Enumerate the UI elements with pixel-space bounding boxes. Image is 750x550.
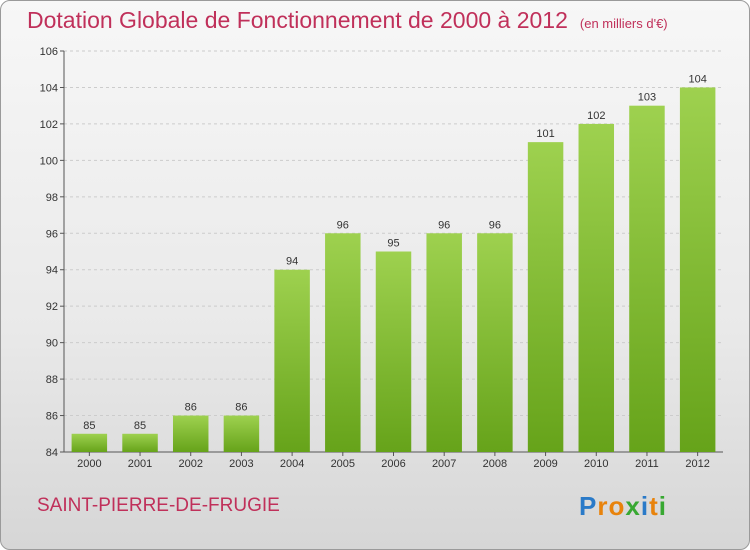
x-tick-label: 2006 xyxy=(381,458,405,470)
proxiti-logo: Proxiti xyxy=(579,491,667,521)
x-tick-label: 2008 xyxy=(483,458,507,470)
y-tick-label: 84 xyxy=(46,447,58,459)
chart-title-text: Dotation Globale de Fonctionnement de 20… xyxy=(27,7,568,33)
x-tick-label: 2009 xyxy=(533,458,557,470)
data-label: 96 xyxy=(489,219,501,231)
bar xyxy=(71,433,108,452)
bar xyxy=(274,269,310,452)
data-label: 104 xyxy=(688,73,706,85)
data-label: 85 xyxy=(134,420,146,432)
y-tick-label: 98 xyxy=(46,192,58,204)
x-tick-label: 2002 xyxy=(178,458,202,470)
y-tick-label: 96 xyxy=(46,228,58,240)
y-tick-label: 88 xyxy=(46,374,58,386)
data-label: 96 xyxy=(438,219,450,231)
data-label: 103 xyxy=(638,92,656,104)
data-label: 86 xyxy=(235,402,247,414)
data-label: 101 xyxy=(536,128,554,140)
y-tick-label: 104 xyxy=(40,82,58,94)
bar xyxy=(578,123,615,452)
y-tick-label: 86 xyxy=(46,411,58,423)
chart-title: Dotation Globale de Fonctionnement de 20… xyxy=(27,7,668,34)
y-tick-label: 92 xyxy=(46,301,58,313)
data-label: 95 xyxy=(387,238,399,250)
bar xyxy=(325,233,361,452)
bar xyxy=(122,433,158,452)
x-tick-label: 2007 xyxy=(432,458,456,470)
y-tick-label: 100 xyxy=(40,155,58,167)
bar xyxy=(629,105,665,452)
bar xyxy=(172,415,209,452)
x-tick-label: 2004 xyxy=(280,458,304,470)
x-tick-label: 2010 xyxy=(584,458,608,470)
y-tick-label: 94 xyxy=(46,265,58,277)
x-tick-label: 2011 xyxy=(635,458,659,470)
bar xyxy=(223,415,260,452)
bar xyxy=(426,233,462,452)
bar xyxy=(477,233,513,452)
data-label: 85 xyxy=(83,420,95,432)
data-label: 96 xyxy=(337,219,349,231)
x-tick-label: 2000 xyxy=(77,458,101,470)
x-tick-label: 2005 xyxy=(331,458,355,470)
x-tick-label: 2012 xyxy=(685,458,709,470)
city-name: SAINT-PIERRE-DE-FRUGIE xyxy=(37,495,280,516)
chart-subtitle: (en milliers d'€) xyxy=(579,16,668,31)
y-tick-label: 90 xyxy=(46,338,58,350)
y-tick-label: 106 xyxy=(40,46,58,58)
bar xyxy=(375,251,412,452)
bar xyxy=(527,142,564,453)
data-label: 86 xyxy=(185,402,197,414)
x-tick-label: 2003 xyxy=(229,458,253,470)
data-label: 102 xyxy=(587,110,605,122)
y-tick-label: 102 xyxy=(40,119,58,131)
x-tick-label: 2001 xyxy=(128,458,152,470)
bar xyxy=(679,87,716,453)
data-label: 94 xyxy=(286,256,298,268)
